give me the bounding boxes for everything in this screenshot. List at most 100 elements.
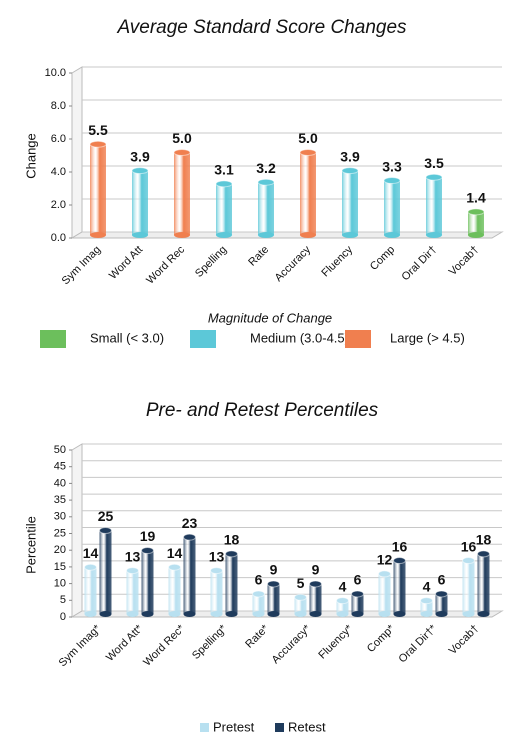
value-label: 18 (224, 532, 240, 548)
legend-swatch (200, 723, 209, 732)
bar-top (183, 533, 196, 541)
x-tick-label: Word Att (107, 244, 145, 282)
bar (435, 593, 448, 614)
bar (90, 144, 106, 235)
bar (132, 170, 148, 235)
value-label: 18 (476, 532, 492, 548)
bar-base (216, 232, 232, 238)
bar-top (351, 590, 364, 598)
value-label: 16 (392, 538, 408, 554)
bar-base (294, 611, 307, 617)
y-tick-label: 50 (54, 444, 66, 456)
bar-base (426, 232, 442, 238)
bar-base (183, 611, 196, 617)
bar-base (393, 611, 406, 617)
y-axis-label: Percentile (23, 516, 38, 574)
bar-top (215, 180, 233, 188)
y-tick-label: 10.0 (45, 67, 66, 79)
value-label: 5.0 (172, 130, 192, 146)
x-tick-label: Comp (368, 244, 397, 273)
value-label: 19 (140, 528, 156, 544)
bar-base (168, 611, 181, 617)
x-tick-label: Comp* (365, 622, 398, 655)
bar (174, 152, 190, 235)
legend-label: Retest (288, 719, 326, 734)
bar-base (462, 611, 475, 617)
bar-top (462, 557, 475, 565)
bar-top (225, 550, 238, 558)
bar-base (90, 232, 106, 238)
bar (141, 550, 154, 614)
bar-top (378, 570, 391, 578)
back-wall (71, 443, 83, 618)
bar (210, 570, 223, 614)
bar-base (84, 611, 97, 617)
bar (309, 583, 322, 614)
y-tick-label: 30 (54, 511, 66, 523)
value-label: 3.9 (340, 148, 360, 164)
value-label: 4 (423, 578, 431, 594)
value-label: 16 (461, 538, 477, 554)
value-label: 5.5 (88, 122, 108, 138)
value-label: 25 (98, 508, 114, 524)
bar-base (258, 232, 274, 238)
bar (477, 553, 490, 614)
x-tick-label: Accuracy (273, 243, 314, 284)
bar-base (351, 611, 364, 617)
bar (84, 567, 97, 614)
bar-top (393, 557, 406, 565)
value-label: 3.1 (214, 162, 234, 178)
y-tick-label: 40 (54, 477, 66, 489)
bar-base (336, 611, 349, 617)
y-tick-label: 25 (54, 527, 66, 539)
legend-swatch (190, 330, 216, 348)
value-label: 5.0 (298, 130, 318, 146)
x-tick-label: Word Att* (104, 622, 146, 664)
value-label: 6 (354, 572, 362, 588)
x-tick-label: Vocab† (447, 623, 481, 657)
bar-base (435, 611, 448, 617)
bar (468, 211, 484, 235)
value-label: 14 (167, 545, 183, 561)
value-label: 3.2 (256, 160, 276, 176)
bar (99, 530, 112, 614)
x-tick-label: Vocab† (447, 244, 481, 278)
bar-top (435, 590, 448, 598)
bar-top (420, 597, 433, 605)
bar (378, 573, 391, 614)
value-label: 6 (438, 572, 446, 588)
x-tick-label: Sym Imag (60, 244, 103, 287)
legend-title: Magnitude of Change (208, 310, 332, 325)
legend-label: Pretest (213, 719, 255, 734)
bar-base (141, 611, 154, 617)
y-axis-label: Change (23, 133, 38, 179)
bar (336, 600, 349, 614)
x-tick-label: Sym Imag* (57, 622, 104, 669)
bar-top (252, 590, 265, 598)
bar-base (174, 232, 190, 238)
legend-swatch (40, 330, 66, 348)
legend-label: Large (> 4.5) (390, 330, 465, 345)
x-tick-label: Spelling (193, 244, 229, 280)
bar-base (99, 611, 112, 617)
value-label: 3.9 (130, 148, 150, 164)
x-tick-label: Accuracy* (270, 622, 314, 666)
bar-base (477, 611, 490, 617)
bar-top (173, 149, 191, 156)
back-wall (71, 66, 83, 239)
bar (258, 182, 274, 235)
value-label: 9 (312, 562, 320, 578)
y-tick-label: 20 (54, 544, 66, 556)
x-tick-label: Rate* (243, 622, 271, 650)
bar (351, 593, 364, 614)
bar-top (299, 149, 317, 156)
bar-base (384, 232, 400, 238)
bar-base (378, 611, 391, 617)
bar-top (89, 140, 107, 148)
x-tick-label: Oral Dir†* (397, 622, 440, 665)
bar-top (210, 567, 223, 575)
bar-base (126, 611, 139, 617)
bar (168, 567, 181, 614)
bar-base (309, 611, 322, 617)
